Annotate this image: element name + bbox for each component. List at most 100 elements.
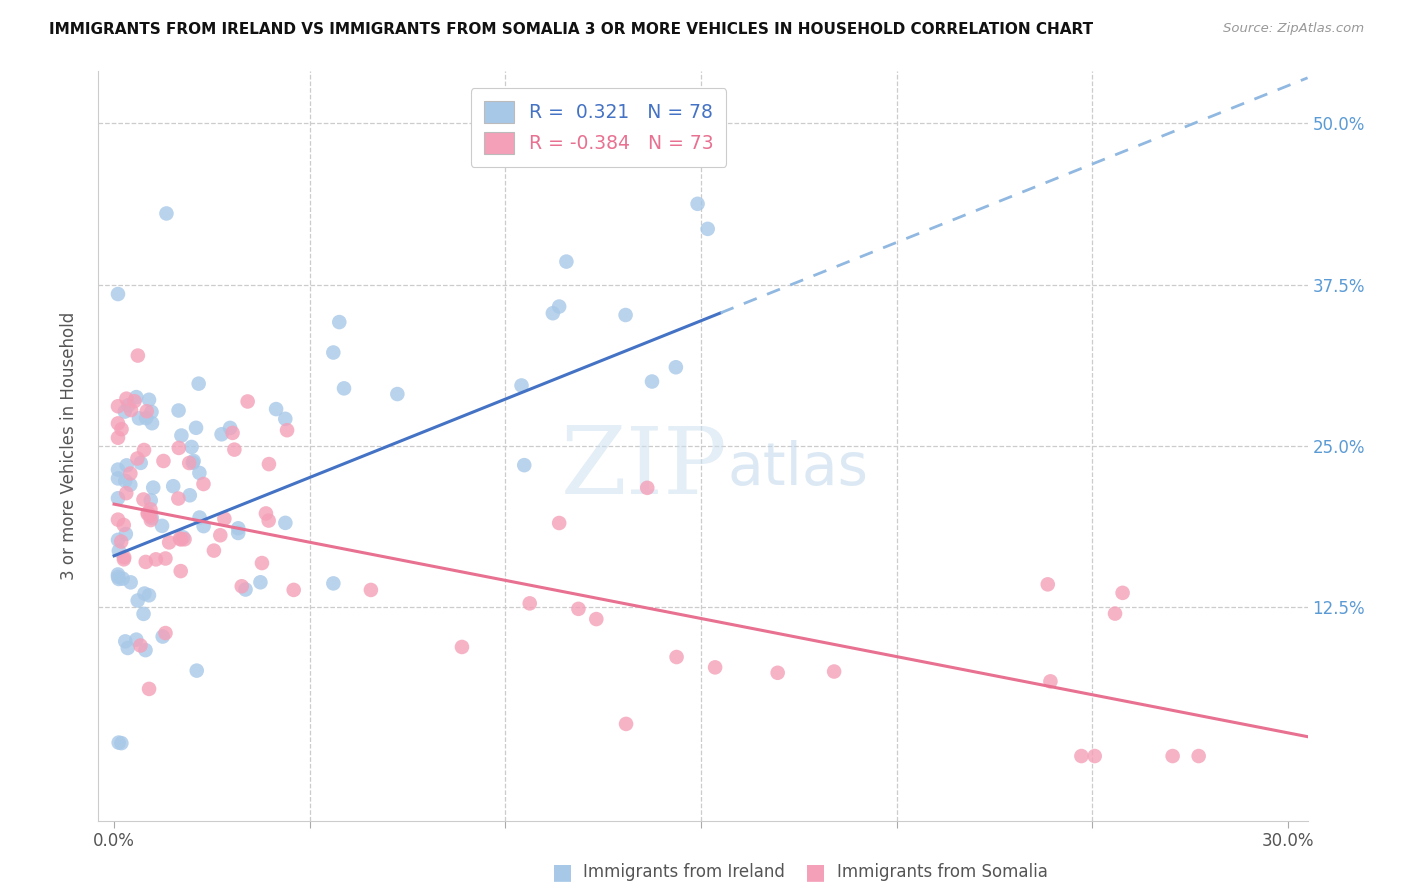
Point	[184, 421, 207, 435]
Point	[120, 467, 142, 481]
Point	[696, 222, 718, 236]
Point	[107, 533, 129, 547]
Point	[167, 491, 190, 506]
Point	[138, 588, 160, 602]
Point	[360, 582, 382, 597]
Point	[135, 404, 157, 418]
Point	[167, 403, 190, 417]
Text: Immigrants from Somalia: Immigrants from Somalia	[837, 863, 1047, 881]
Point	[124, 394, 146, 409]
Point	[257, 514, 280, 528]
Point	[1036, 577, 1059, 591]
Point	[129, 456, 152, 470]
Point	[132, 607, 155, 621]
Point	[134, 586, 156, 600]
Point	[170, 533, 193, 547]
Point	[193, 477, 215, 491]
Point	[254, 507, 277, 521]
Point	[115, 458, 138, 473]
Point	[108, 543, 131, 558]
Text: Immigrants from Ireland: Immigrants from Ireland	[583, 863, 786, 881]
Point	[513, 458, 536, 472]
Text: ■: ■	[806, 863, 825, 882]
Point	[170, 564, 193, 578]
Point	[112, 550, 135, 565]
Point	[117, 398, 139, 412]
Point	[283, 582, 305, 597]
Legend: R =  0.321   N = 78, R = -0.384   N = 73: R = 0.321 N = 78, R = -0.384 N = 73	[471, 88, 727, 167]
Point	[183, 454, 205, 468]
Y-axis label: 3 or more Vehicles in Household: 3 or more Vehicles in Household	[59, 312, 77, 580]
Point	[110, 422, 132, 436]
Point	[322, 576, 344, 591]
Point	[188, 466, 211, 480]
Point	[141, 416, 163, 430]
Point	[614, 717, 637, 731]
Point	[1104, 607, 1126, 621]
Point	[214, 511, 236, 525]
Point	[333, 381, 356, 395]
Point	[614, 308, 637, 322]
Point	[125, 632, 148, 647]
Point	[219, 421, 242, 435]
Point	[141, 405, 163, 419]
Text: Source: ZipAtlas.com: Source: ZipAtlas.com	[1223, 22, 1364, 36]
Point	[548, 516, 571, 530]
Point	[231, 579, 253, 593]
Point	[110, 534, 132, 549]
Point	[187, 376, 209, 391]
Text: ■: ■	[553, 863, 572, 882]
Point	[224, 442, 246, 457]
Point	[172, 530, 194, 544]
Point	[141, 511, 163, 525]
Text: IMMIGRANTS FROM IRELAND VS IMMIGRANTS FROM SOMALIA 3 OR MORE VEHICLES IN HOUSEHO: IMMIGRANTS FROM IRELAND VS IMMIGRANTS FR…	[49, 22, 1094, 37]
Point	[193, 519, 215, 533]
Point	[107, 417, 129, 431]
Point	[107, 567, 129, 582]
Point	[129, 639, 152, 653]
Point	[167, 441, 190, 455]
Point	[221, 425, 243, 440]
Point	[107, 462, 129, 476]
Point	[170, 428, 193, 442]
Point	[451, 640, 474, 654]
Point	[136, 507, 159, 521]
Point	[112, 518, 135, 533]
Point	[179, 488, 201, 502]
Point	[142, 481, 165, 495]
Point	[132, 442, 155, 457]
Point	[1161, 749, 1184, 764]
Point	[136, 506, 159, 520]
Point	[155, 206, 177, 220]
Point	[257, 457, 280, 471]
Point	[322, 345, 344, 359]
Point	[157, 535, 180, 549]
Point	[107, 287, 129, 301]
Point	[510, 378, 533, 392]
Point	[139, 508, 162, 523]
Point	[274, 516, 297, 530]
Point	[1188, 749, 1211, 764]
Point	[127, 593, 149, 607]
Point	[155, 626, 177, 640]
Point	[139, 502, 162, 516]
Point	[107, 570, 129, 584]
Point	[249, 575, 271, 590]
Point	[186, 664, 208, 678]
Point	[107, 471, 129, 485]
Point	[152, 454, 174, 468]
Point	[107, 431, 129, 445]
Point	[274, 412, 297, 426]
Point	[152, 630, 174, 644]
Point	[180, 440, 202, 454]
Point	[120, 403, 142, 417]
Point	[1084, 749, 1107, 764]
Point	[110, 736, 132, 750]
Point	[114, 474, 136, 488]
Point	[111, 572, 134, 586]
Point	[704, 660, 727, 674]
Point	[264, 402, 287, 417]
Point	[114, 404, 136, 418]
Point	[117, 640, 139, 655]
Point	[114, 634, 136, 648]
